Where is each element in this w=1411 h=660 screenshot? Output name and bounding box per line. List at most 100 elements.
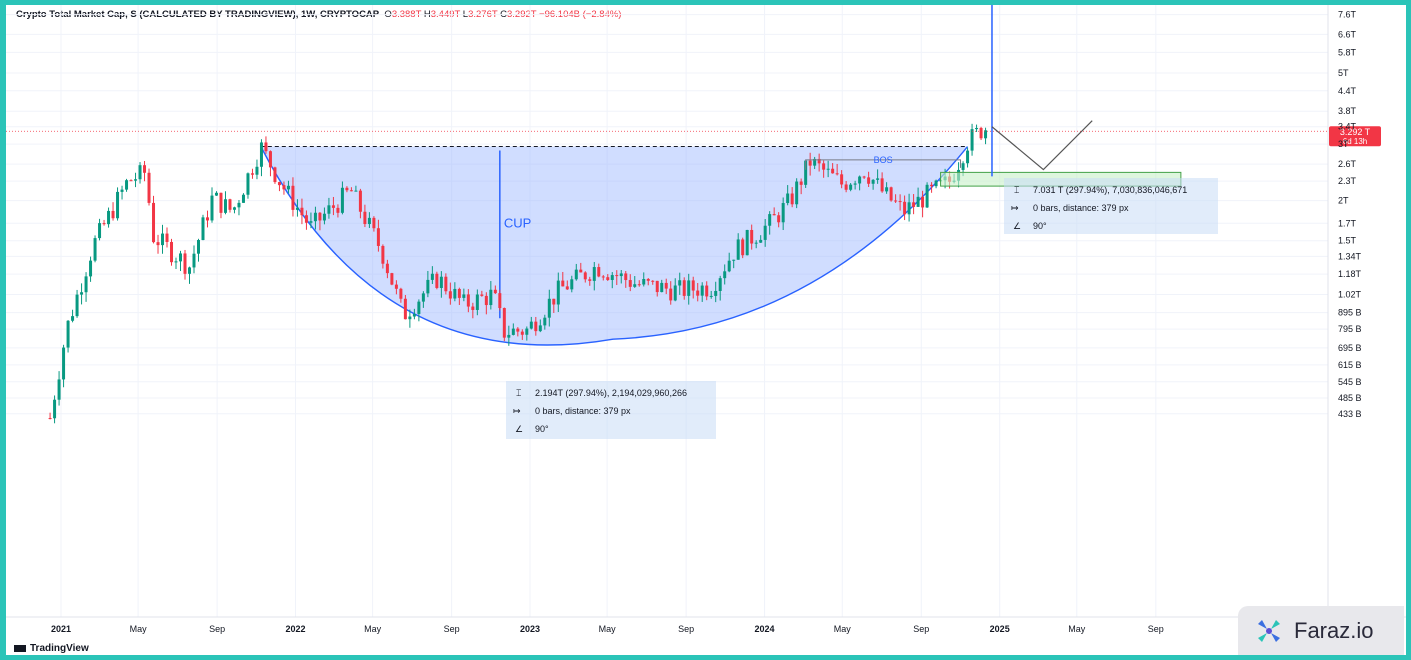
candle-body — [592, 267, 596, 281]
faraz-logo-icon — [1258, 619, 1280, 642]
candle-body — [192, 253, 196, 268]
x-tick-label: May — [364, 624, 382, 634]
candle-body — [264, 142, 268, 152]
candle-body — [390, 273, 394, 285]
candle-body — [777, 215, 781, 223]
candle-body — [403, 298, 407, 320]
y-axis[interactable]: 11.6T10T8.8T7.6T6.6T5.8T5T4.4T3.8T3.4T3T… — [1338, 5, 1362, 419]
candle-body — [430, 273, 434, 280]
candle-body — [867, 177, 871, 184]
candle-body — [102, 223, 106, 225]
candle-body — [435, 273, 439, 288]
candle-body — [174, 261, 178, 263]
candle-body — [619, 273, 623, 277]
candle-body — [89, 260, 93, 277]
x-tick-label: Sep — [678, 624, 694, 634]
candle-body — [201, 217, 205, 241]
candle-body — [399, 288, 403, 299]
candle-body — [188, 267, 191, 274]
y-tick-label: 615 B — [1338, 360, 1362, 370]
candle-body — [71, 316, 75, 321]
candle-body — [507, 334, 511, 338]
candle-body — [152, 202, 156, 243]
candle-body — [214, 192, 218, 196]
candle-body — [727, 260, 731, 272]
candle-body — [907, 202, 911, 215]
candle-body — [673, 285, 677, 301]
candle-body — [511, 328, 515, 335]
candle-body — [853, 183, 857, 185]
candle-body — [349, 190, 353, 192]
y-tick-label: 3.4T — [1338, 122, 1357, 132]
candle-body — [808, 160, 812, 166]
candle-body — [318, 212, 322, 221]
faraz-text: Faraz.io — [1294, 617, 1374, 643]
candle-body — [502, 308, 506, 338]
y-tick-label: 2.3T — [1338, 176, 1357, 186]
measure-price-icon: ⌶ — [1014, 185, 1019, 195]
candle-body — [241, 194, 245, 203]
x-tick-label: May — [1068, 624, 1086, 634]
candle-body — [322, 213, 326, 221]
candle-body — [237, 202, 241, 208]
chart-frame: Crypto Total Market Cap, S (CALCULATED B… — [6, 5, 1406, 655]
candle-body — [484, 295, 488, 306]
tradingview-brand[interactable]: TradingView — [14, 643, 89, 654]
candle-body — [170, 241, 174, 263]
candle-body — [358, 190, 362, 212]
candle-body — [223, 199, 227, 213]
candle-body — [300, 207, 304, 216]
candle-body — [354, 190, 358, 192]
candle-body — [979, 127, 983, 139]
candle-body — [66, 320, 70, 348]
candle-body — [116, 191, 120, 219]
candle-body — [597, 267, 601, 277]
candle-body — [498, 293, 502, 309]
candle-body — [309, 221, 313, 223]
y-tick-label: 3T — [1338, 139, 1349, 149]
candle-body — [62, 347, 66, 380]
candle-body — [138, 165, 142, 180]
candle-body — [561, 280, 565, 287]
measure-bars-icon: ↦ — [513, 406, 521, 416]
candle-body — [921, 196, 925, 208]
y-tick-label: 485 B — [1338, 393, 1362, 403]
candle-body — [723, 271, 727, 279]
measure-line-2: 0 bars, distance: 379 px — [1033, 203, 1129, 213]
x-tick-label: Sep — [444, 624, 460, 634]
projection-zigzag — [991, 120, 1093, 171]
candle-body — [880, 178, 884, 192]
y-tick-label: 433 B — [1338, 409, 1362, 419]
measure-bars-icon: ↦ — [1011, 203, 1019, 213]
candle-body — [799, 181, 803, 185]
candle-body — [295, 207, 299, 210]
x-tick-label: Sep — [913, 624, 929, 634]
candle-body — [232, 207, 236, 210]
candle-body — [376, 228, 380, 246]
price-chart[interactable]: CUP 3.292 T6d 13hBOSTarget⌶2.194T (297.9… — [6, 5, 1406, 655]
candle-body — [75, 294, 79, 317]
candle-body — [444, 276, 448, 292]
candle-body — [547, 298, 551, 318]
candle-body — [111, 210, 115, 219]
candle-body — [134, 179, 138, 181]
x-tick-label: 2025 — [990, 624, 1010, 634]
candle-body — [903, 201, 907, 215]
candle-body — [795, 181, 799, 205]
candle-body — [705, 285, 709, 297]
y-tick-label: 5T — [1338, 68, 1349, 78]
candle-body — [84, 276, 88, 293]
x-axis[interactable]: 2021 May Sep 2022 May Sep 2023 May Sep 2024 May Sep… — [51, 624, 1164, 634]
candle-body — [750, 229, 754, 244]
candle-body — [790, 193, 794, 205]
candle-body — [664, 282, 668, 289]
candle-body — [871, 179, 875, 184]
candlestick-series — [48, 123, 988, 424]
tradingview-brand-label: TradingView — [30, 643, 89, 654]
measure-box-target: ⌶ 7.031 T (297.94%), 7,030,836,046,671 ↦ 0 … — [1004, 178, 1218, 234]
y-tick-label: 1.34T — [1338, 251, 1362, 261]
y-tick-label: 795 B — [1338, 324, 1362, 334]
candle-body — [610, 275, 614, 280]
candle-body — [583, 272, 587, 280]
candle-body — [161, 233, 165, 246]
